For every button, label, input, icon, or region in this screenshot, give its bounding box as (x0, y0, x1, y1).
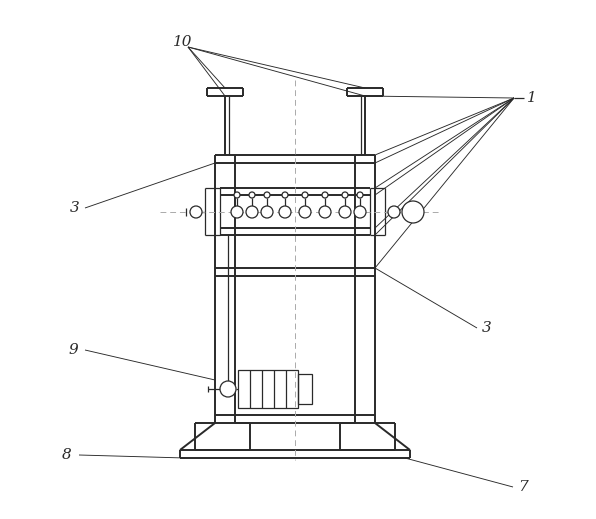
Bar (298, 374, 312, 404)
Circle shape (339, 206, 351, 218)
Circle shape (231, 206, 243, 218)
Text: 10: 10 (173, 35, 193, 49)
Circle shape (264, 192, 270, 198)
Circle shape (261, 206, 273, 218)
Text: 1: 1 (527, 91, 537, 105)
Circle shape (302, 192, 308, 198)
Circle shape (279, 206, 291, 218)
Circle shape (402, 201, 424, 223)
Text: 3: 3 (482, 321, 492, 335)
Circle shape (234, 192, 240, 198)
Circle shape (282, 192, 288, 198)
Circle shape (299, 206, 311, 218)
Text: 8: 8 (62, 448, 72, 462)
Circle shape (322, 192, 328, 198)
Circle shape (249, 192, 255, 198)
Text: 7: 7 (518, 480, 528, 494)
Circle shape (342, 192, 348, 198)
Circle shape (246, 206, 258, 218)
Circle shape (388, 206, 400, 218)
Circle shape (319, 206, 331, 218)
Text: 3: 3 (70, 201, 80, 215)
Circle shape (220, 381, 236, 397)
Circle shape (190, 206, 202, 218)
Bar (238, 370, 298, 408)
Text: 9: 9 (68, 343, 78, 357)
Circle shape (354, 206, 366, 218)
Circle shape (357, 192, 363, 198)
